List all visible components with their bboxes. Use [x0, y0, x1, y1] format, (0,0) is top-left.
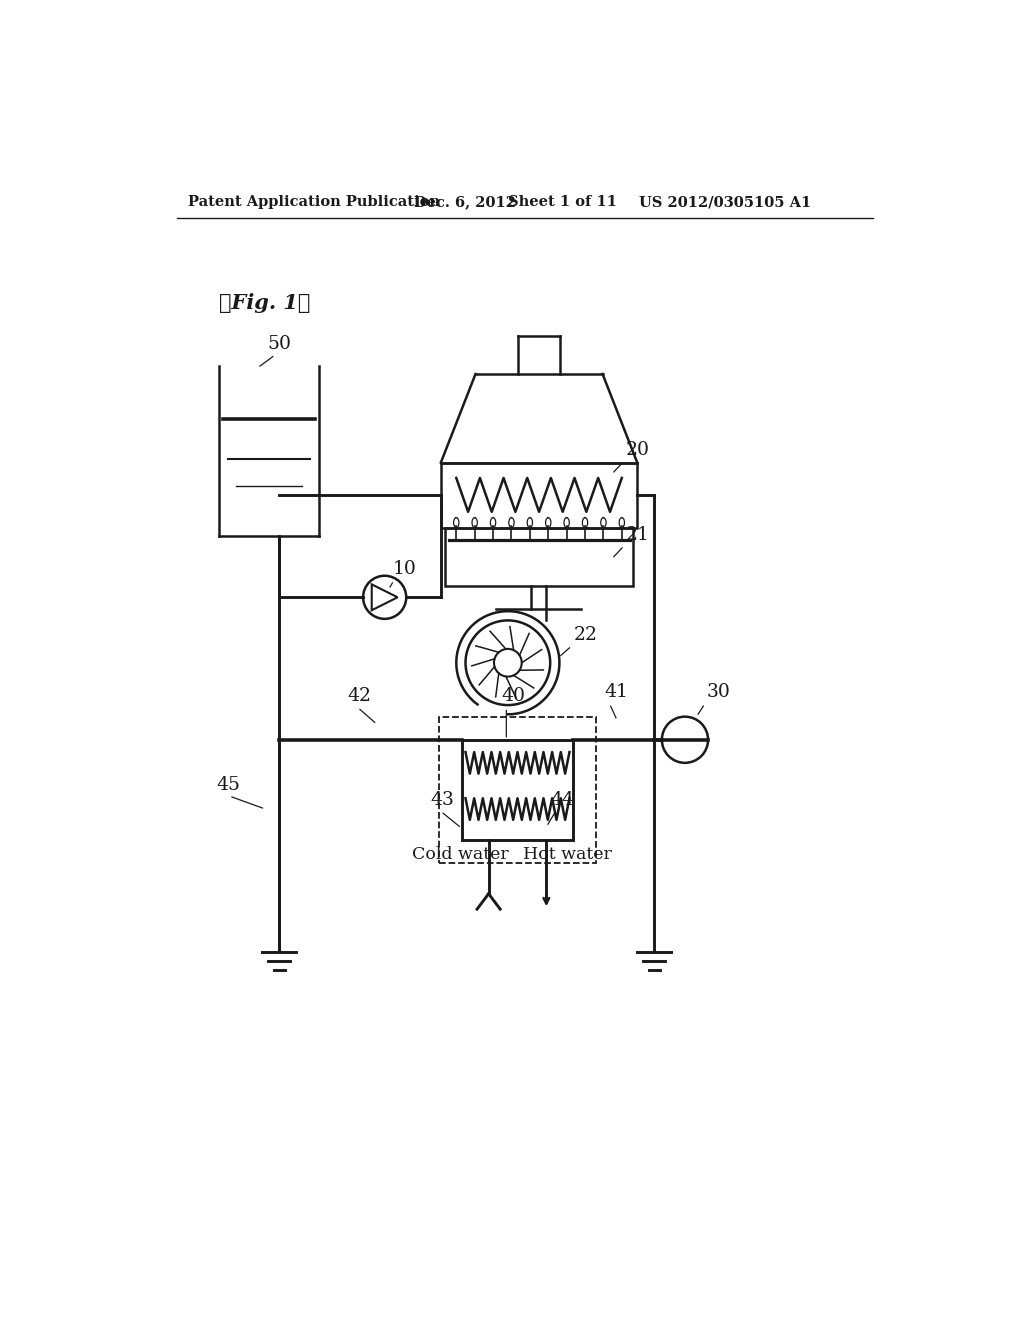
Text: 22: 22 — [573, 626, 597, 644]
Text: 44: 44 — [550, 791, 574, 809]
Text: 42: 42 — [348, 688, 372, 705]
Text: 【Fig. 1】: 【Fig. 1】 — [219, 293, 310, 313]
Text: 43: 43 — [431, 791, 455, 809]
Bar — [441, 462, 637, 528]
Text: Hot water: Hot water — [523, 846, 612, 863]
Text: 45: 45 — [217, 776, 241, 793]
Text: Sheet 1 of 11: Sheet 1 of 11 — [508, 195, 616, 209]
Text: US 2012/0305105 A1: US 2012/0305105 A1 — [639, 195, 811, 209]
Bar — [462, 739, 573, 840]
Text: Cold water: Cold water — [412, 846, 508, 863]
Text: 10: 10 — [392, 560, 416, 578]
Text: Dec. 6, 2012: Dec. 6, 2012 — [414, 195, 516, 209]
Text: Patent Application Publication: Patent Application Publication — [188, 195, 440, 209]
Text: 41: 41 — [604, 684, 628, 701]
Text: 50: 50 — [267, 335, 292, 354]
Text: 20: 20 — [626, 441, 649, 459]
Text: 21: 21 — [626, 525, 649, 544]
Bar — [444, 528, 634, 586]
Text: 40: 40 — [502, 688, 525, 705]
Text: 30: 30 — [707, 684, 730, 701]
Bar — [438, 717, 596, 863]
